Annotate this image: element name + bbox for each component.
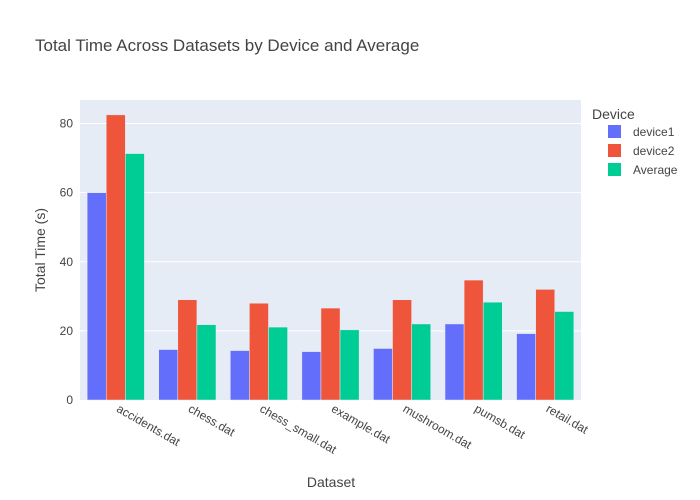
bar-device2[interactable] — [249, 302, 269, 401]
legend[interactable]: Device device1 device2 Average — [592, 106, 678, 177]
y-tick-label: 80 — [60, 117, 74, 131]
y-tick-label: 40 — [60, 255, 74, 269]
y-tick-label: 0 — [66, 393, 73, 407]
bar-device2[interactable] — [463, 279, 484, 401]
x-tick-labels: accidents.dat chess.dat chess_small.datexa… — [114, 401, 591, 456]
legend-item-average[interactable]: Average — [608, 163, 678, 177]
y-tick-labels: 0 20 40 60 80 — [60, 117, 74, 407]
bar-device1[interactable] — [373, 348, 393, 401]
legend-label: device1 — [633, 125, 675, 139]
legend-swatch — [608, 125, 621, 138]
x-tick-label: pumsb.dat — [472, 401, 528, 441]
bar-device2[interactable] — [320, 307, 341, 401]
bar-device1[interactable] — [444, 323, 465, 401]
x-tick-label: example.dat — [329, 401, 393, 446]
legend-label: Average — [633, 163, 678, 177]
bar-device1[interactable] — [301, 351, 322, 401]
bar-average[interactable] — [268, 326, 288, 401]
y-tick-label: 20 — [60, 324, 74, 338]
x-tick-label: retail.dat — [544, 401, 591, 436]
bars — [86, 114, 575, 401]
bar-average[interactable] — [125, 153, 145, 401]
legend-swatch — [608, 144, 621, 157]
bar-device2[interactable] — [392, 299, 412, 401]
bar-device2[interactable] — [105, 114, 126, 401]
bar-device1[interactable] — [230, 350, 250, 401]
legend-item-device1[interactable]: device1 — [608, 125, 675, 139]
bar-device1[interactable] — [158, 349, 179, 401]
x-tick-label: mushroom.dat — [401, 401, 475, 452]
legend-title: Device — [592, 106, 635, 122]
y-axis-title: Total Time (s) — [32, 208, 48, 292]
legend-swatch — [608, 163, 621, 176]
x-axis-title: Dataset — [307, 474, 355, 490]
x-tick-label: chess.dat — [186, 401, 238, 439]
bar-device1[interactable] — [516, 333, 536, 401]
x-tick-label: accidents.dat — [114, 401, 183, 449]
bar-average[interactable] — [554, 311, 575, 401]
bar-average[interactable] — [411, 323, 431, 401]
bar-device2[interactable] — [177, 299, 198, 401]
bar-average[interactable] — [482, 301, 503, 401]
bar-device2[interactable] — [535, 289, 556, 401]
chart-title: Total Time Across Datasets by Device and… — [35, 36, 419, 55]
legend-item-device2[interactable]: device2 — [608, 144, 675, 158]
y-tick-label: 60 — [60, 186, 74, 200]
bar-average[interactable] — [339, 329, 360, 401]
x-tick-label: chess_small.dat — [257, 401, 339, 456]
bar-average[interactable] — [196, 324, 217, 401]
legend-label: device2 — [633, 144, 675, 158]
bar-device1[interactable] — [86, 192, 107, 401]
